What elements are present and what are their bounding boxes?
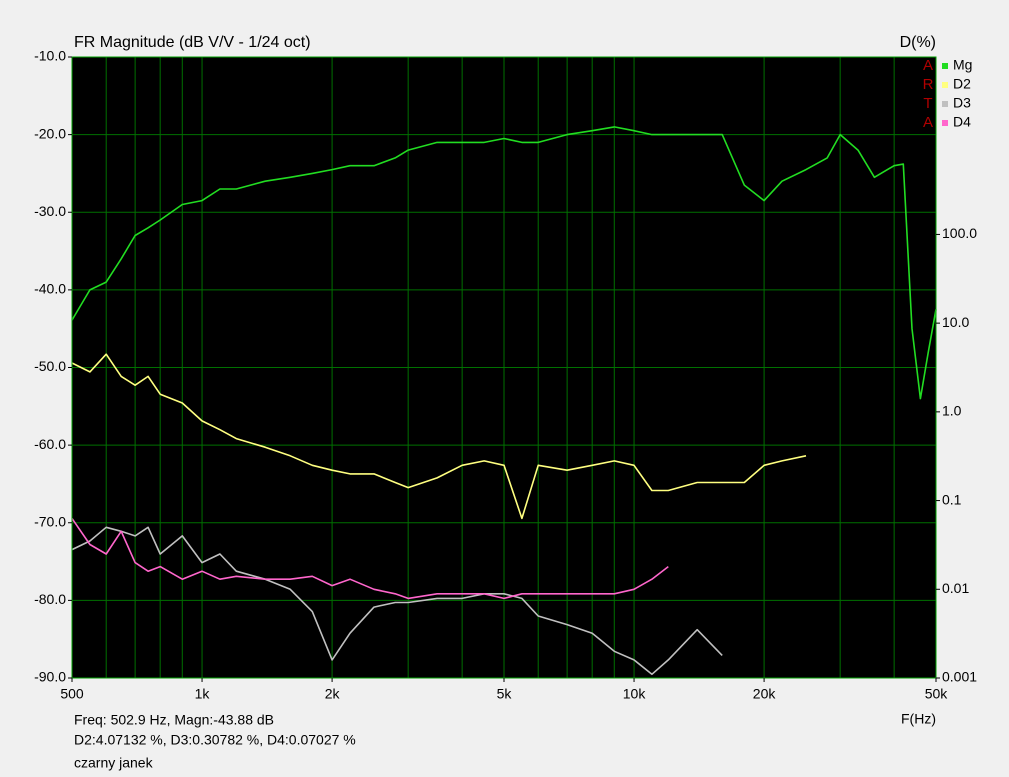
x-tick-label: 50k <box>925 686 949 702</box>
y2-tick-label: 0.01 <box>942 580 969 596</box>
x-tick-label: 2k <box>325 686 341 702</box>
readout: czarny janek <box>74 755 154 771</box>
curves <box>71 126 937 676</box>
y2-tick-label: 0.001 <box>942 669 977 685</box>
legend-swatch <box>942 101 948 107</box>
y-tick-label: -90.0 <box>34 669 66 685</box>
readout: D2:4.07132 %, D3:0.30782 %, D4:0.07027 % <box>74 732 356 748</box>
legend-label: D2 <box>953 76 971 92</box>
legend-swatch <box>942 82 948 88</box>
x-tick-label: 10k <box>623 686 647 702</box>
readout: Freq: 502.9 Hz, Magn:-43.88 dB <box>74 712 274 728</box>
y-tick-label: -60.0 <box>34 436 66 452</box>
legend-label: Mg <box>953 57 972 73</box>
x-tick-label: 20k <box>753 686 777 702</box>
x-axis-label: F(Hz) <box>901 711 936 727</box>
y2-tick-label: 0.1 <box>942 491 962 507</box>
y-tick-label: -80.0 <box>34 591 66 607</box>
y2-axis-label: D(%) <box>900 34 936 51</box>
legend-swatch <box>942 120 948 126</box>
series-line <box>71 126 937 400</box>
x-tick-label: 5k <box>497 686 513 702</box>
logo-letter: A <box>923 114 933 131</box>
legend-swatch <box>942 63 948 69</box>
logo-letter: T <box>923 95 932 112</box>
logo-letter: R <box>923 76 934 93</box>
y-tick-label: -40.0 <box>34 281 66 297</box>
chart-title: FR Magnitude (dB V/V - 1/24 oct) <box>74 34 311 51</box>
legend-label: D4 <box>953 114 971 130</box>
y2-tick-label: 100.0 <box>942 225 977 241</box>
y-tick-label: -70.0 <box>34 513 66 529</box>
y-tick-label: -50.0 <box>34 358 66 374</box>
x-tick-label: 500 <box>60 686 84 702</box>
y2-tick-label: 10.0 <box>942 314 969 330</box>
series-line <box>71 353 807 520</box>
x-tick-label: 1k <box>195 686 211 702</box>
y-tick-label: -30.0 <box>34 203 66 219</box>
y-tick-label: -10.0 <box>34 48 66 64</box>
legend-label: D3 <box>953 95 971 111</box>
y-tick-label: -20.0 <box>34 125 66 141</box>
series-line <box>71 526 723 676</box>
series-line <box>71 517 669 600</box>
y2-tick-label: 1.0 <box>942 403 962 419</box>
logo-letter: A <box>923 57 933 74</box>
